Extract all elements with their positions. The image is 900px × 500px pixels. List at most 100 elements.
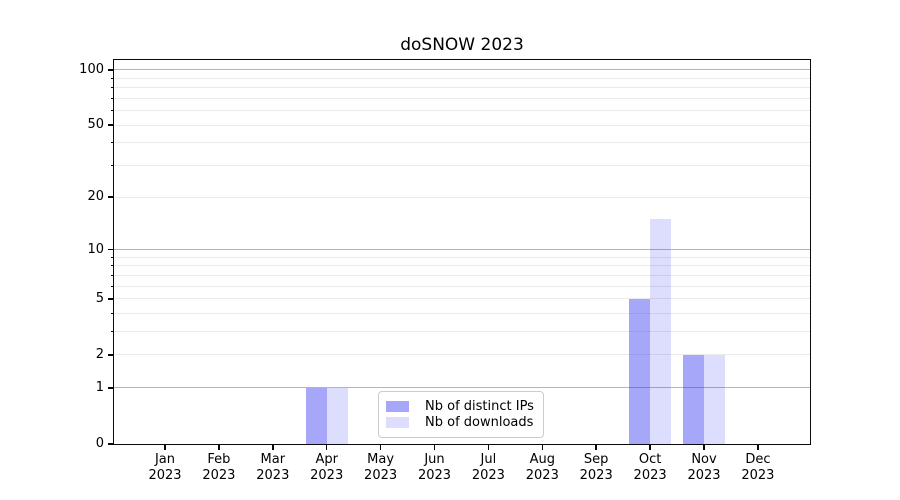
gridline-minor-2	[114, 354, 810, 356]
x-tick-sep	[595, 445, 597, 450]
x-tick-label-year: 2023	[148, 468, 182, 483]
y-minor-tick-80	[110, 87, 114, 89]
gridline-minor-3	[114, 331, 810, 333]
chart-title: doSNOW 2023	[400, 35, 524, 55]
legend-item-distinct-ips: Nb of distinct IPs	[386, 399, 535, 414]
gridline-major-100	[114, 69, 810, 71]
x-tick-label-month: Dec	[745, 452, 771, 467]
gridline-minor-4	[114, 313, 810, 314]
legend-label-downloads: Nb of downloads	[425, 415, 534, 430]
x-tick-label-year: 2023	[202, 468, 236, 483]
x-tick-label-year: 2023	[579, 468, 613, 483]
x-tick-label-oct: Oct 2023	[620, 452, 680, 484]
x-tick-label-year: 2023	[364, 468, 398, 483]
x-tick-label-jan: Jan 2023	[135, 452, 195, 484]
x-tick-label-nov: Nov 2023	[674, 452, 734, 484]
x-tick-label-month: Sep	[583, 452, 609, 467]
gridline-minor-20	[114, 196, 810, 198]
x-tick-aug	[541, 445, 544, 450]
x-tick-label-aug: Aug 2023	[512, 452, 572, 484]
y-minor-tick-60	[110, 110, 114, 112]
x-tick-jan	[164, 445, 166, 450]
bar-nb-of-distinct-ips-oct-2023	[629, 298, 651, 444]
y-tick-label-5: 5	[95, 290, 104, 306]
y-minor-tick-30	[110, 165, 114, 167]
x-tick-label-month: May	[367, 452, 395, 467]
gridline-major-1	[114, 387, 810, 389]
legend-swatch-distinct-ips	[386, 401, 409, 412]
x-tick-label-jun: Jun 2023	[405, 452, 465, 484]
gridline-minor-90	[114, 77, 810, 79]
x-tick-oct	[649, 445, 651, 450]
plot-area	[114, 60, 810, 444]
x-tick-label-month: Jan	[154, 452, 176, 467]
y-tick-10	[108, 248, 114, 251]
y-minor-tick-40	[110, 142, 114, 144]
x-tick-label-month: Mar	[260, 452, 286, 467]
x-tick-label-apr: Apr 2023	[297, 452, 357, 484]
x-tick-label-may: May 2023	[351, 452, 411, 484]
gridline-minor-60	[114, 110, 810, 112]
x-tick-label-month: Jun	[424, 452, 445, 467]
gridline-minor-5	[114, 298, 810, 300]
y-tick-label-10: 10	[87, 241, 104, 257]
y-tick-2	[108, 354, 114, 356]
x-tick-label-year: 2023	[256, 468, 290, 483]
y-minor-tick-8	[110, 265, 114, 267]
x-tick-label-year: 2023	[471, 468, 505, 483]
gridline-minor-40	[114, 142, 810, 144]
x-tick-label-year: 2023	[525, 468, 559, 483]
y-tick-1	[108, 387, 114, 389]
legend-item-downloads: Nb of downloads	[386, 415, 535, 430]
y-minor-tick-90	[110, 77, 114, 79]
y-minor-tick-9	[110, 256, 114, 258]
bar-nb-of-downloads-apr-2023	[326, 387, 348, 444]
x-tick-jul	[487, 445, 490, 450]
x-tick-label-year: 2023	[741, 468, 775, 483]
y-minor-tick-4	[110, 313, 114, 314]
gridline-minor-6	[114, 285, 810, 287]
x-tick-label-sep: Sep 2023	[566, 452, 626, 484]
x-tick-jun	[433, 445, 436, 450]
x-tick-label-year: 2023	[633, 468, 667, 483]
y-minor-tick-6	[110, 285, 114, 287]
y-tick-label-0: 0	[95, 436, 104, 451]
x-tick-mar	[272, 445, 274, 450]
x-tick-label-year: 2023	[687, 468, 721, 483]
legend: Nb of distinct IPs Nb of downloads	[378, 391, 544, 438]
gridline-minor-70	[114, 97, 810, 99]
gridline-minor-7	[114, 274, 810, 276]
x-tick-label-dec: Dec 2023	[728, 452, 788, 484]
gridline-minor-8	[114, 265, 810, 267]
x-tick-apr	[325, 445, 328, 450]
x-tick-label-month: Nov	[691, 452, 717, 467]
x-tick-label-jul: Jul 2023	[458, 452, 518, 484]
x-tick-nov	[703, 445, 705, 450]
x-tick-dec	[757, 445, 759, 450]
bar-nb-of-downloads-nov-2023	[704, 354, 725, 444]
legend-label-distinct-ips: Nb of distinct IPs	[425, 399, 534, 414]
gridline-minor-80	[114, 87, 810, 89]
y-tick-0	[108, 443, 114, 445]
y-tick-label-50: 50	[87, 117, 104, 133]
x-tick-label-year: 2023	[310, 468, 344, 483]
x-tick-label-month: Feb	[207, 452, 231, 467]
gridline-minor-30	[114, 165, 810, 167]
gridline-minor-9	[114, 256, 810, 258]
y-tick-label-20: 20	[87, 189, 104, 205]
y-tick-100	[108, 69, 114, 71]
x-tick-label-month: Jul	[480, 452, 497, 467]
x-tick-label-mar: Mar 2023	[243, 452, 303, 484]
y-tick-label-100: 100	[79, 61, 104, 77]
y-minor-tick-70	[110, 97, 114, 99]
x-tick-may	[379, 445, 382, 450]
y-tick-50	[108, 124, 114, 126]
y-minor-tick-7	[110, 274, 114, 276]
x-tick-feb	[218, 445, 220, 450]
gridline-major-10	[114, 248, 810, 251]
x-tick-label-month: Aug	[529, 452, 555, 467]
legend-swatch-downloads	[386, 417, 409, 428]
x-tick-label-year: 2023	[417, 468, 452, 483]
x-tick-label-month: Apr	[315, 452, 338, 467]
